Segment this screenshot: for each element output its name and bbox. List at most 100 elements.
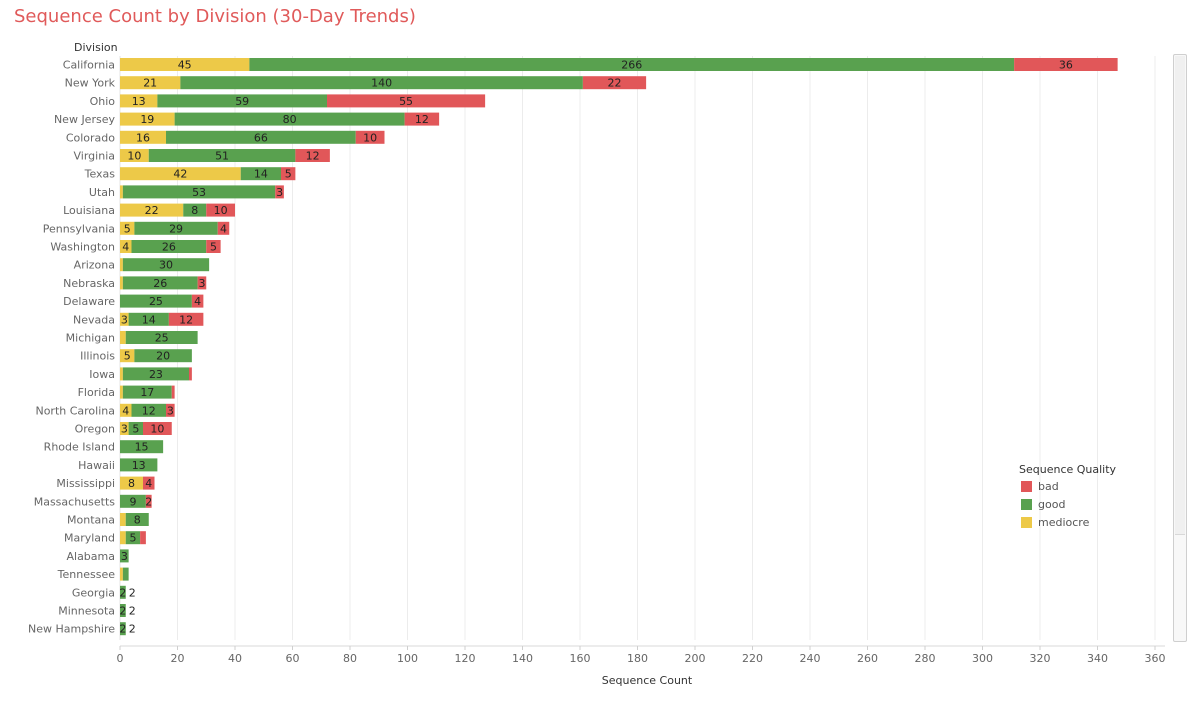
legend-item-good: good: [1021, 498, 1065, 511]
bar-value-label: 4: [122, 241, 129, 254]
bar-segment-mediocre: [120, 567, 123, 581]
bar-segment-good: [120, 458, 158, 472]
x-tick-label: 0: [117, 652, 124, 665]
category-row: Georgia 2 2: [72, 585, 136, 599]
category-row: Alabama 3: [66, 549, 129, 563]
category-label: Florida: [78, 386, 115, 399]
bar-segment-good: [125, 331, 198, 344]
bar-segment-mediocre: [120, 349, 135, 363]
bar-segment-good: [128, 312, 169, 326]
bar-segment-mediocre: [120, 112, 175, 126]
bar-segment-bad: [217, 221, 230, 235]
x-axis-ticks: 0 20 40 60 80 100 120 140 160 180 200 220 240 260 280 3…: [117, 646, 1166, 665]
bar-value-label: 51: [215, 150, 229, 163]
bar-value-label: 4: [220, 222, 227, 235]
x-tick-label: 240: [800, 652, 821, 665]
category-row: Colorado 16 66 10: [66, 130, 385, 144]
bar-value-label: 3: [198, 277, 205, 290]
bar-value-label: 140: [371, 77, 392, 90]
bar-segment-bad: [327, 94, 486, 108]
category-label: Oregon: [75, 423, 115, 436]
x-tick-label: 200: [685, 652, 706, 665]
gridlines: [119, 56, 1156, 640]
bar-value-label: 10: [214, 204, 228, 217]
bar-value-label: 15: [135, 441, 149, 454]
x-axis-title: Sequence Count: [602, 674, 693, 687]
legend-label: good: [1038, 498, 1065, 511]
bar-segment-good: [122, 567, 129, 581]
bar-value-label: 13: [132, 459, 146, 472]
bar-segment-bad: [143, 422, 172, 435]
bar-segment-mediocre: [120, 221, 135, 235]
x-tick-label: 320: [1030, 652, 1051, 665]
bar-segment-bad: [206, 203, 235, 217]
bar-total-label: 2: [129, 623, 136, 636]
bar-value-label: 22: [608, 77, 622, 90]
bar-segment-bad: [295, 149, 330, 162]
category-row: Florida 17: [78, 385, 175, 399]
legend-label: mediocre: [1038, 516, 1090, 529]
category-label: Montana: [67, 514, 115, 527]
bar-value-label: 26: [162, 241, 176, 254]
category-row: Rhode Island 15: [44, 440, 164, 454]
bar-value-label: 5: [132, 423, 139, 436]
category-label: Virginia: [74, 150, 115, 163]
category-row: Illinois 5 20: [80, 349, 192, 363]
category-row: New Jersey 19 80 12: [54, 112, 440, 126]
bar-segment-bad: [275, 185, 284, 199]
category-row: California 45 266 36: [63, 58, 1118, 72]
bar-value-label: 19: [140, 113, 154, 126]
category-row: Massachusetts 9 2: [34, 494, 152, 508]
category-label: North Carolina: [35, 404, 115, 417]
bar-total-label: 2: [129, 586, 136, 599]
category-row: Washington 4 26 5: [50, 240, 221, 254]
bar-segment-good: [131, 240, 207, 253]
legend-swatch: [1021, 499, 1032, 510]
category-label: Alabama: [66, 550, 115, 563]
category-row: Tennessee: [57, 567, 129, 581]
bar-segment-mediocre: [120, 331, 126, 344]
x-tick-label: 140: [512, 652, 533, 665]
bar-value-label: 8: [191, 204, 198, 217]
bar-segment-bad: [143, 476, 155, 490]
x-tick-label: 300: [972, 652, 993, 665]
bar-value-label: 2: [119, 623, 126, 636]
bar-value-label: 5: [210, 241, 217, 254]
legend-swatch: [1021, 481, 1032, 492]
category-label: Mississippi: [56, 477, 115, 490]
scrollbar-thumb[interactable]: [1175, 56, 1185, 535]
bar-value-label: 26: [153, 277, 167, 290]
bar-value-label: 42: [173, 168, 187, 181]
category-label: Maryland: [64, 532, 115, 545]
bar-segment-mediocre: [120, 276, 123, 290]
category-label: Massachusetts: [34, 495, 116, 508]
legend: Sequence Quality bad good mediocre: [1019, 463, 1117, 529]
category-row: Minnesota 2 2: [58, 604, 136, 618]
vertical-scrollbar[interactable]: [1173, 54, 1187, 642]
x-tick-label: 180: [627, 652, 648, 665]
category-label: Georgia: [72, 586, 115, 599]
bar-segment-mediocre: [120, 312, 129, 326]
bar-segment-good: [125, 531, 141, 545]
x-tick-label: 80: [343, 652, 357, 665]
category-row: Utah 53 3: [89, 185, 284, 199]
bar-segment-mediocre: [120, 130, 166, 144]
category-label: Washington: [50, 241, 115, 254]
category-row: Nevada 3 14 12: [73, 312, 204, 326]
bar-segment-mediocre: [120, 167, 241, 181]
x-tick-label: 100: [397, 652, 418, 665]
bar-value-label: 4: [145, 477, 152, 490]
x-tick-label: 20: [171, 652, 185, 665]
x-tick-label: 280: [915, 652, 936, 665]
category-row: Ohio 13 59 55: [90, 94, 486, 108]
bar-segment-good: [122, 258, 210, 272]
category-row: Michigan 25: [66, 331, 198, 345]
category-label: New York: [65, 77, 116, 90]
bar-segment-good: [122, 367, 189, 381]
legend-title: Sequence Quality: [1019, 463, 1117, 476]
bar-value-label: 80: [283, 113, 297, 126]
bar-segment-good: [134, 221, 218, 235]
category-label: Minnesota: [58, 605, 115, 618]
